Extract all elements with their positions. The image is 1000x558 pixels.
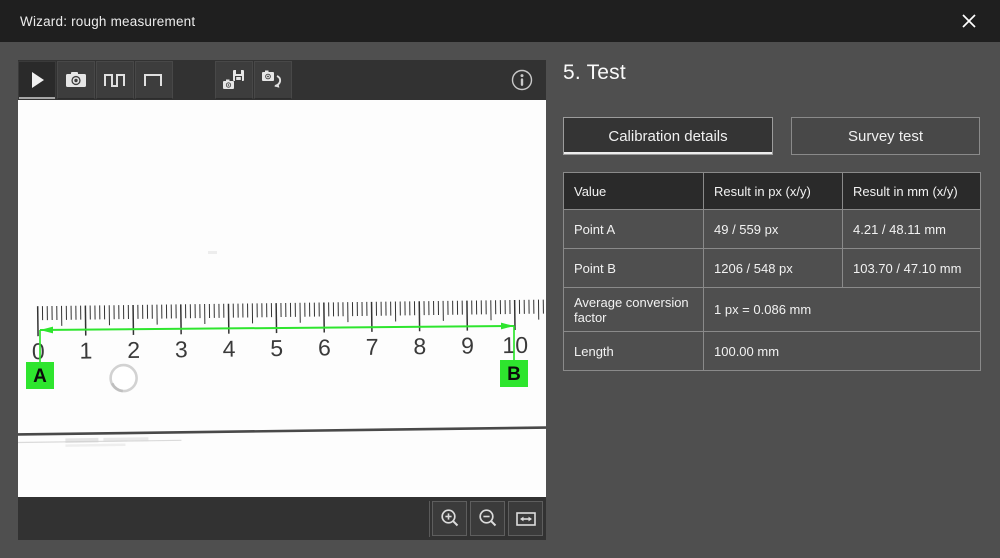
header-value: Value	[563, 172, 704, 210]
zoom-out-icon	[478, 508, 496, 526]
save-image-button[interactable]	[215, 61, 253, 99]
close-button[interactable]	[952, 4, 986, 38]
calibration-results-table: Value Result in px (x/y) Result in mm (x…	[563, 172, 981, 371]
row-label: Length	[563, 331, 704, 371]
fit-width-icon	[515, 511, 536, 526]
result-tabs: Calibration details Survey test	[563, 117, 980, 155]
conversion-factor-value: 1 px = 0.086 mm	[703, 287, 981, 332]
camera-revert-icon	[262, 70, 282, 88]
table-row-point-a: Point A 49 / 559 px 4.21 / 48.11 mm	[563, 209, 981, 249]
svg-text:10: 10	[502, 332, 528, 358]
window-title: Wizard: rough measurement	[20, 13, 196, 29]
zoom-in-button[interactable]	[432, 501, 467, 536]
point-a-px: 49 / 559 px	[703, 209, 843, 249]
row-label: Average conversion factor	[563, 287, 704, 332]
point-a-mm: 4.21 / 48.11 mm	[842, 209, 981, 249]
pulse-train-icon	[104, 74, 125, 87]
single-trigger-button[interactable]	[135, 61, 173, 99]
zoom-out-button[interactable]	[470, 501, 505, 536]
single-pulse-icon	[144, 74, 162, 86]
continuous-trigger-button[interactable]	[96, 61, 134, 99]
play-icon	[32, 72, 44, 88]
measurement-overlay	[39, 322, 515, 363]
tab-label: Calibration details	[608, 127, 728, 145]
info-button[interactable]	[509, 67, 535, 93]
camera-save-icon	[223, 70, 244, 89]
snapshot-button[interactable]	[57, 61, 95, 99]
titlebar: Wizard: rough measurement	[0, 0, 1000, 42]
tab-calibration-details[interactable]: Calibration details	[563, 117, 773, 155]
zoombar-separator	[429, 500, 430, 537]
table-row-point-b: Point B 1206 / 548 px 103.70 / 47.10 mm	[563, 248, 981, 288]
svg-text:8: 8	[413, 333, 426, 359]
point-b-mm: 103.70 / 47.10 mm	[842, 248, 981, 288]
svg-text:7: 7	[366, 334, 379, 360]
svg-text:6: 6	[318, 334, 331, 360]
viewer-toolbar	[18, 60, 546, 100]
svg-text:9: 9	[461, 332, 474, 358]
ruler-hole	[109, 363, 138, 393]
revert-image-button[interactable]	[254, 61, 292, 99]
test-step-panel: 5. Test Calibration details Survey test …	[563, 58, 981, 371]
camera-icon	[66, 72, 86, 87]
step-heading: 5. Test	[563, 61, 626, 84]
table-row-length: Length 100.00 mm	[563, 331, 981, 371]
camera-image-canvas[interactable]: 0 1 2 3 4 5 6 7 8 9 10	[18, 100, 546, 497]
play-button[interactable]	[18, 61, 56, 99]
arrow-right-icon	[501, 322, 514, 330]
svg-text:5: 5	[270, 335, 283, 361]
table-header-row: Value Result in px (x/y) Result in mm (x…	[563, 172, 981, 210]
ruler-fine-print	[65, 437, 149, 447]
viewer-zoombar	[18, 497, 546, 540]
close-icon	[962, 14, 976, 28]
header-result-mm: Result in mm (x/y)	[842, 172, 981, 210]
svg-text:4: 4	[222, 336, 235, 362]
table-row-conversion-factor: Average conversion factor 1 px = 0.086 m…	[563, 287, 981, 332]
tab-label: Survey test	[847, 127, 924, 145]
svg-text:1: 1	[79, 337, 92, 363]
ruler-photo: 0 1 2 3 4 5 6 7 8 9 10	[18, 251, 546, 447]
tab-survey-test[interactable]: Survey test	[791, 117, 980, 155]
photo-smudge	[208, 251, 217, 254]
svg-text:3: 3	[175, 336, 188, 362]
marker-a-label: A	[33, 366, 47, 387]
marker-a[interactable]: A	[26, 362, 54, 389]
row-label: Point B	[563, 248, 704, 288]
marker-b[interactable]: B	[500, 360, 528, 387]
header-result-px: Result in px (x/y)	[703, 172, 843, 210]
zoom-in-icon	[440, 508, 458, 526]
svg-text:0: 0	[32, 338, 45, 364]
arrow-left-icon	[40, 326, 53, 334]
marker-b-label: B	[507, 364, 521, 385]
svg-text:2: 2	[127, 337, 140, 363]
ruler-print: 0 1 2 3 4 5 6 7 8 9 10	[18, 299, 546, 447]
point-b-px: 1206 / 548 px	[703, 248, 843, 288]
fit-width-button[interactable]	[508, 501, 543, 536]
ruler-bottom-edge	[18, 426, 546, 436]
camera-viewer: 0 1 2 3 4 5 6 7 8 9 10	[18, 60, 546, 540]
length-value: 100.00 mm	[703, 331, 981, 371]
row-label: Point A	[563, 209, 704, 249]
info-icon	[511, 69, 533, 91]
